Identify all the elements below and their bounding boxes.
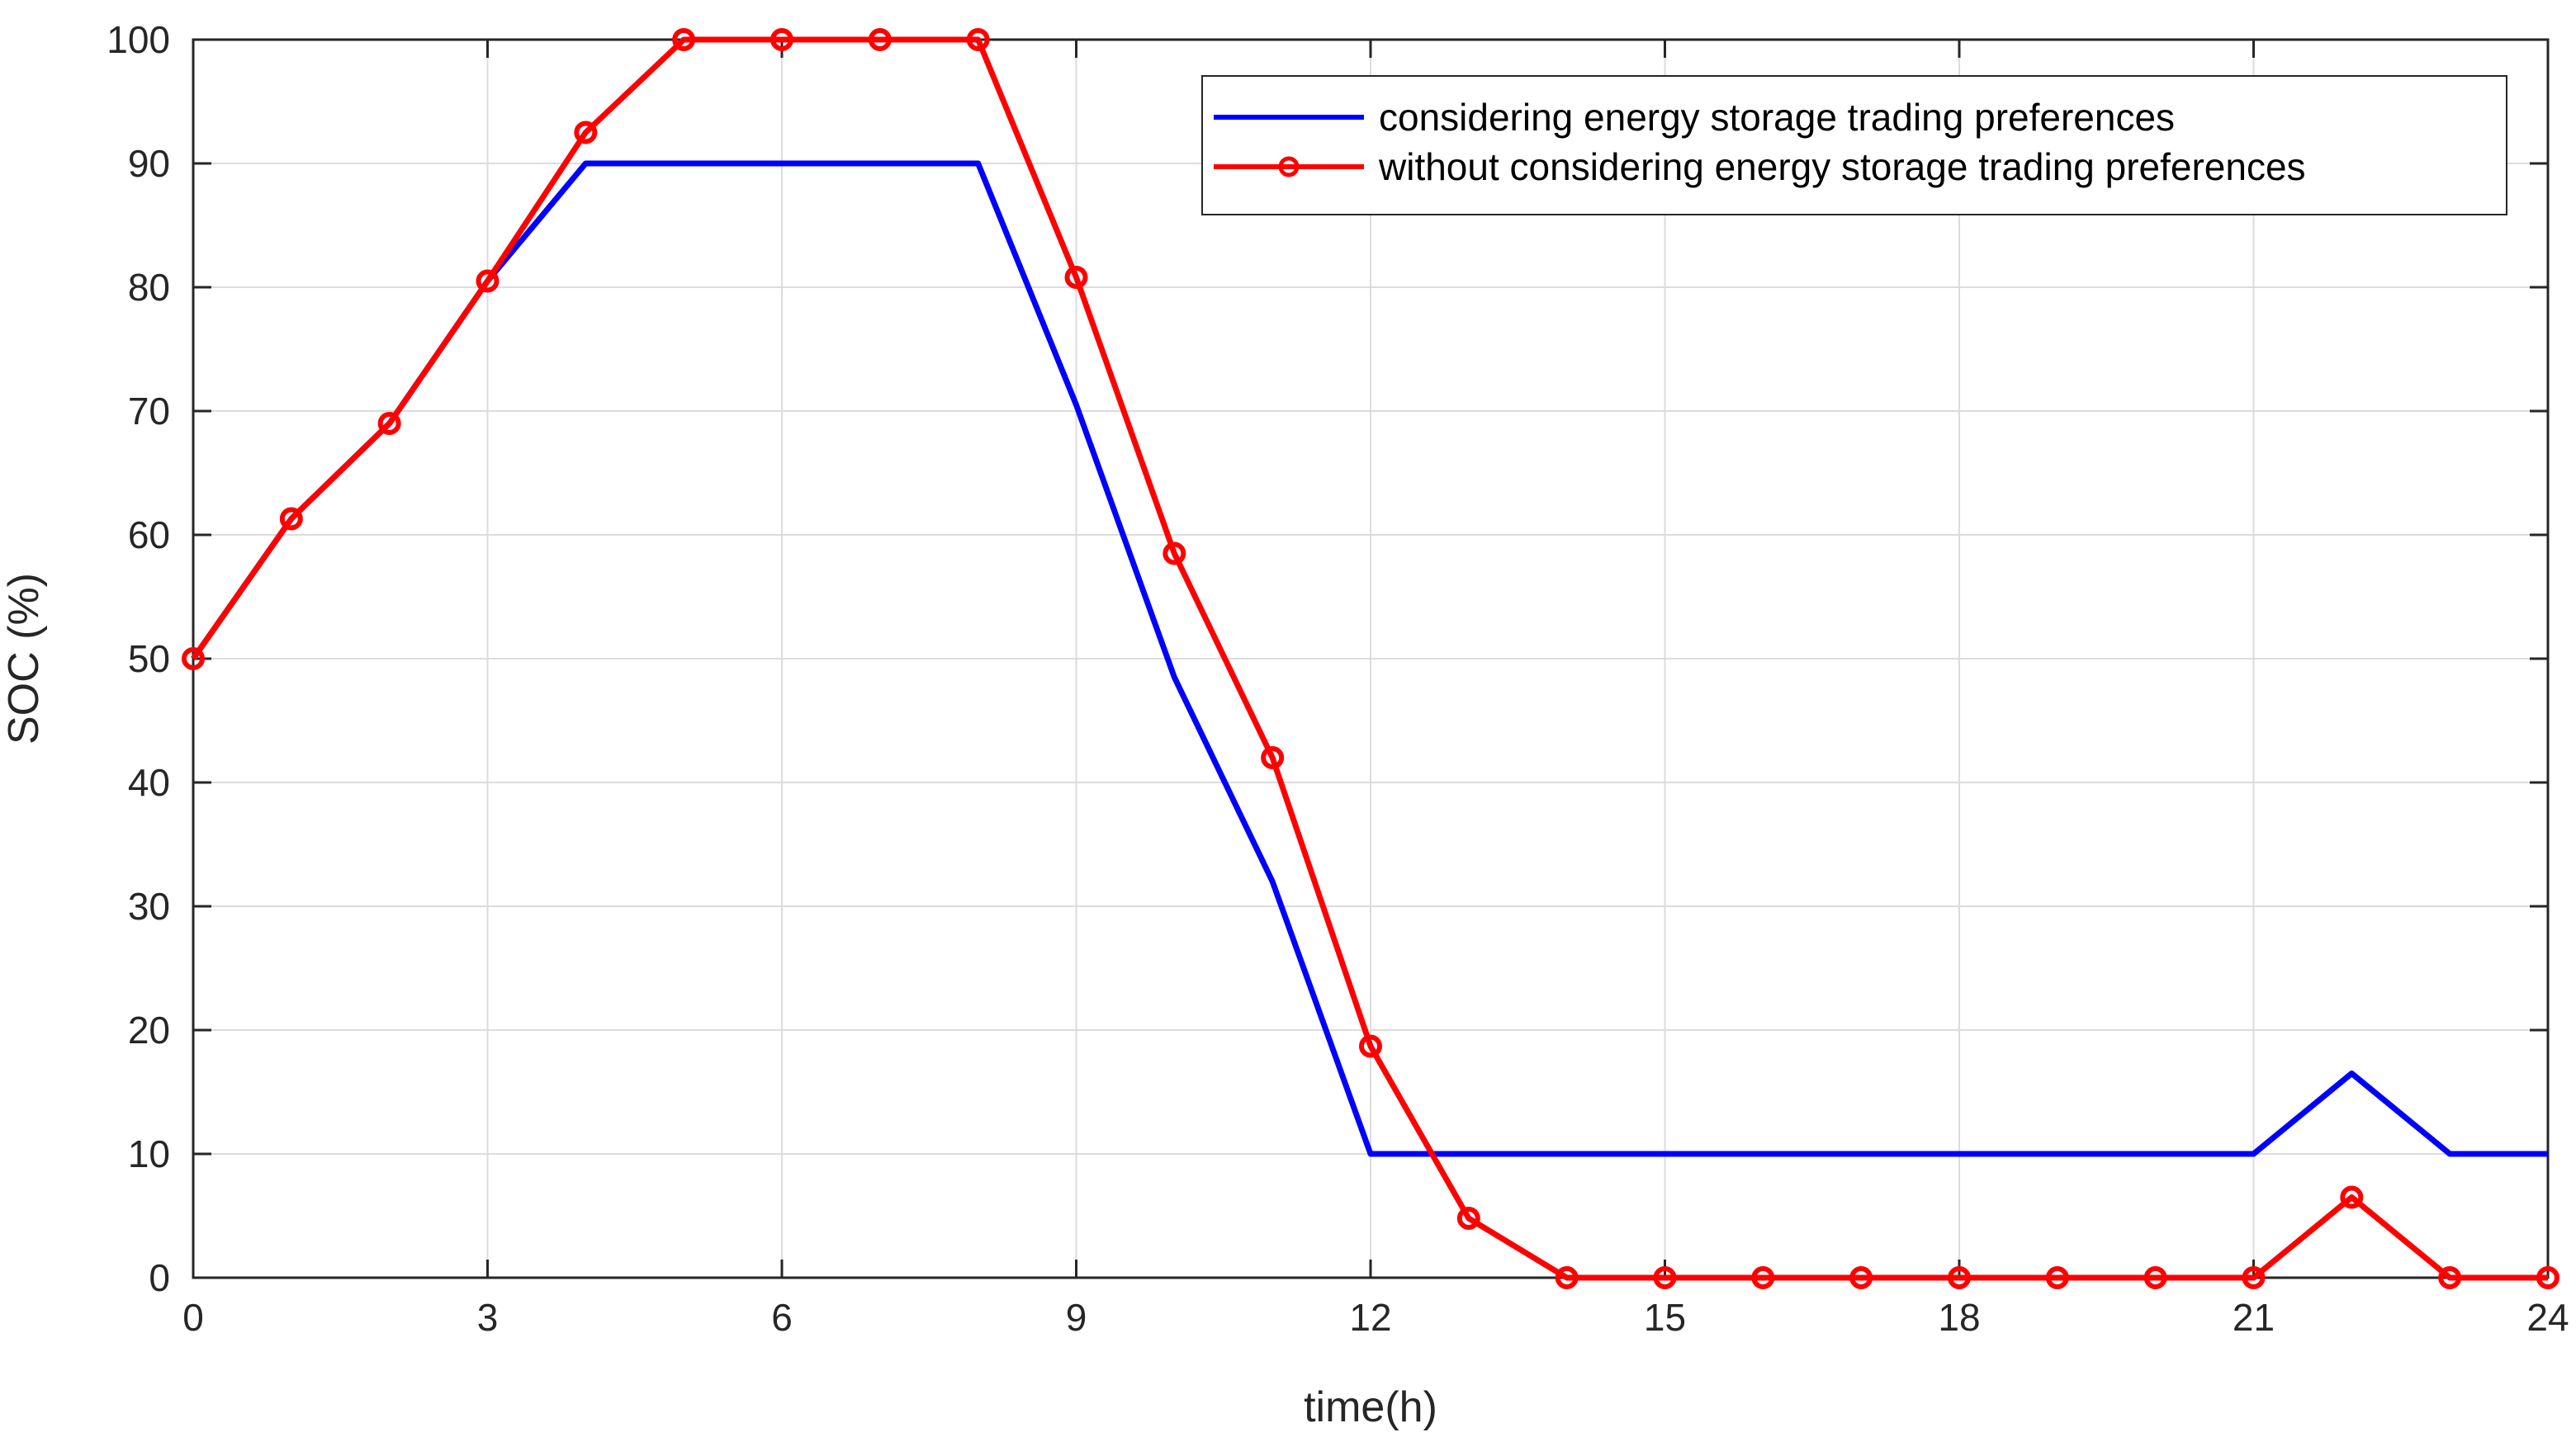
series-2-point — [1359, 1034, 1382, 1058]
series-2-point — [2438, 1266, 2462, 1289]
series-2-point — [1948, 1266, 1971, 1289]
legend-marker-series-2 — [1278, 156, 1300, 177]
series-2-point — [1849, 1266, 1873, 1289]
series-2-point — [1751, 1266, 1775, 1289]
legend-box — [1201, 75, 2507, 215]
y-tick-label: 40 — [128, 761, 170, 804]
series-2-point — [279, 507, 303, 531]
series-2-point — [182, 647, 205, 670]
series-line-1 — [191, 160, 2548, 1157]
series-2-point — [1261, 746, 1285, 769]
series-2-point — [1653, 1266, 1677, 1289]
legend: considering energy storage trading prefe… — [1201, 75, 2507, 215]
x-tick-label: 21 — [2233, 1296, 2275, 1339]
series-2-point — [1064, 266, 1088, 289]
series-2-point — [476, 269, 500, 293]
series-2-point — [2242, 1266, 2266, 1289]
x-axis-label: time(h) — [1304, 1383, 1437, 1431]
series-2-point — [574, 121, 598, 144]
x-tick-label: 3 — [477, 1296, 499, 1339]
y-tick-label: 20 — [128, 1009, 170, 1052]
series-2-point — [672, 28, 696, 51]
y-tick-label: 30 — [128, 885, 170, 928]
series-2-point — [1456, 1207, 1480, 1230]
y-tick-label: 50 — [128, 637, 170, 680]
series-2-point — [2143, 1266, 2167, 1289]
series-2-point — [2536, 1266, 2559, 1289]
x-tick-label: 15 — [1644, 1296, 1686, 1339]
y-tick-label: 0 — [149, 1256, 170, 1299]
x-tick-label: 9 — [1066, 1296, 1087, 1339]
series-2-point — [1555, 1266, 1579, 1289]
y-tick-label: 70 — [128, 390, 170, 433]
series-lines — [182, 28, 2559, 1289]
x-tick-label: 12 — [1349, 1296, 1391, 1339]
series-2-point — [2045, 1266, 2069, 1289]
y-tick-label: 80 — [128, 266, 170, 309]
series-2-point — [2340, 1185, 2364, 1209]
y-tick-label: 10 — [128, 1132, 170, 1175]
legend-label-series-1: considering energy storage trading prefe… — [1379, 96, 2175, 139]
series-2-point — [770, 28, 793, 51]
y-tick-label: 90 — [128, 142, 170, 185]
y-axis-label: SOC (%) — [0, 573, 48, 745]
series-2-point — [966, 28, 990, 51]
grid-lines — [192, 39, 2549, 1279]
x-tick-label: 18 — [1938, 1296, 1980, 1339]
legend-label-series-2: without considering energy storage tradi… — [1378, 145, 2306, 188]
x-tick-label: 6 — [771, 1296, 793, 1339]
series-2-point — [868, 28, 892, 51]
axis-ticks: 0 3 6 9 12 15 18 21 24 0 10 20 30 40 50 60 70 80 90 100 — [107, 18, 2569, 1339]
series-2-point — [377, 412, 401, 435]
series-2-point — [1163, 541, 1186, 565]
y-tick-label: 100 — [107, 18, 170, 61]
series-line-2 — [191, 36, 2548, 1281]
y-tick-label: 60 — [128, 513, 170, 556]
x-tick-label: 24 — [2526, 1296, 2569, 1339]
x-tick-label: 0 — [182, 1296, 204, 1339]
